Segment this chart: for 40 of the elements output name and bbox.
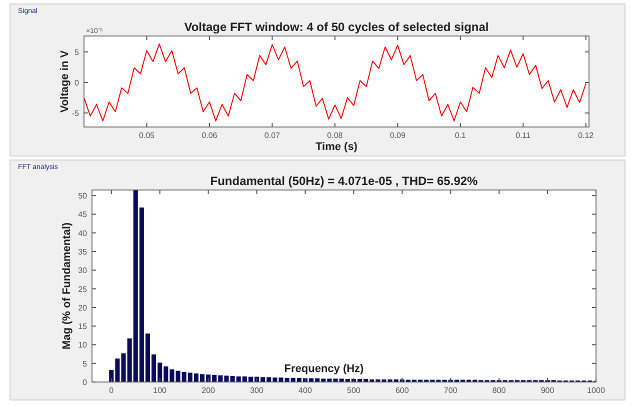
x-tick-label: 0.1 xyxy=(454,131,467,140)
x-tick-label: 0 xyxy=(109,386,114,395)
y-tick-label: 30 xyxy=(78,266,88,276)
x-tick-label: 600 xyxy=(395,386,410,395)
y-tick-label: 0 xyxy=(82,378,88,387)
x-axis-title: Frequency (Hz) xyxy=(284,363,364,375)
chart-title: Voltage FFT window: 4 of 50 cycles of selected signal xyxy=(184,20,489,34)
x-tick-label: 400 xyxy=(298,386,312,395)
y-tick-label: 50 xyxy=(78,192,88,201)
x-tick-label: 200 xyxy=(202,386,216,395)
x-tick-label: 300 xyxy=(250,386,264,395)
x-tick-label: 100 xyxy=(153,386,168,395)
y-tick-label: 40 xyxy=(78,228,88,238)
x-tick-label: 900 xyxy=(540,386,555,395)
line-series xyxy=(84,43,586,122)
y-tick-label: 10 xyxy=(78,340,88,350)
y-tick-label: 20 xyxy=(78,303,88,312)
x-tick-label: 0.12 xyxy=(578,131,594,140)
x-tick-label: 0.09 xyxy=(390,131,406,140)
x-tick-label: 1000 xyxy=(587,386,606,395)
y-axis-title: Voltage in V xyxy=(59,50,71,113)
x-tick-label: 800 xyxy=(492,386,506,395)
x-axis-title: Time (s) xyxy=(316,141,358,153)
y-axis-title: Mag (% of Fundamental) xyxy=(61,222,73,350)
chart-title: Fundamental (50Hz) = 4.071e-05 , THD= 65.92% xyxy=(210,174,478,188)
x-tick-label: 0.05 xyxy=(138,131,156,140)
y-tick-label: 5 xyxy=(74,48,80,57)
y-tick-label: 25 xyxy=(78,284,88,294)
x-tick-label: 0.06 xyxy=(202,131,218,140)
x-tick-label: 700 xyxy=(444,386,458,395)
y-tick-label: 0 xyxy=(74,78,80,88)
y-tick-label: 35 xyxy=(78,248,88,257)
x-tick-label: 0.07 xyxy=(264,131,281,140)
x-tick-label: 0.08 xyxy=(327,131,344,140)
y-tick-label: 45 xyxy=(78,210,88,220)
x-tick-label: 0.11 xyxy=(516,131,532,140)
y-tick-label: 5 xyxy=(82,359,88,368)
y-tick-label: -5 xyxy=(72,108,80,118)
y-tick-label: 15 xyxy=(78,322,88,332)
x-tick-label: 500 xyxy=(347,386,361,395)
